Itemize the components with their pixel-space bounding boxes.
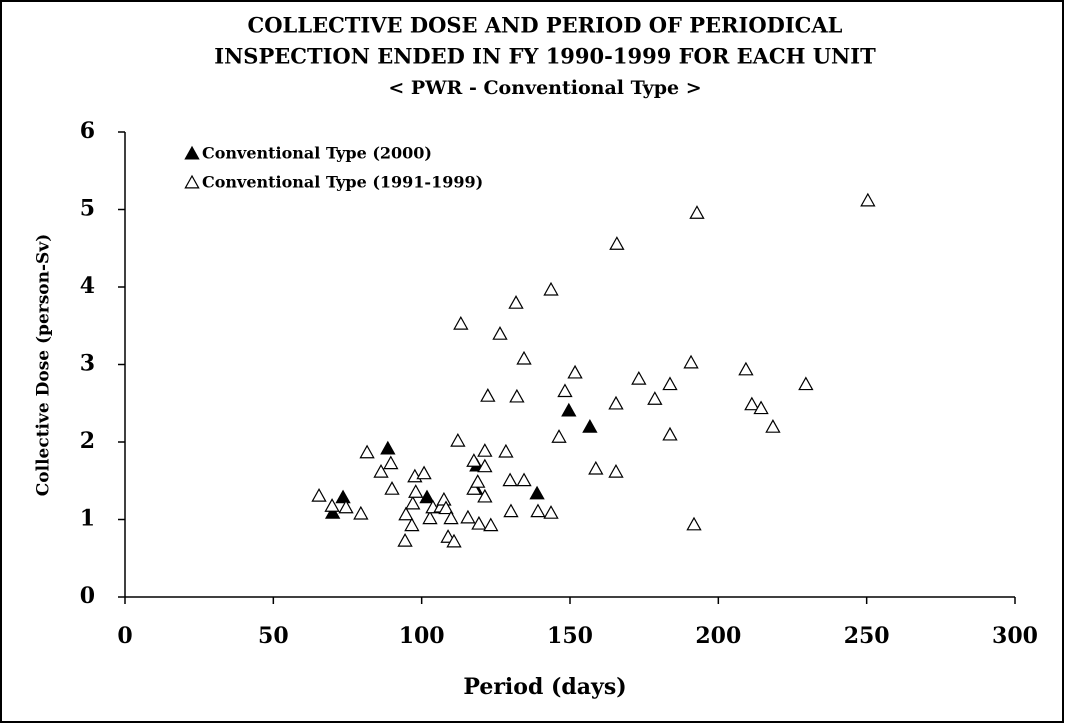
point (662, 426, 678, 441)
point (608, 463, 624, 478)
point (683, 354, 699, 369)
point (477, 488, 493, 503)
point (380, 440, 396, 455)
point (460, 509, 476, 524)
point (516, 350, 532, 365)
point (561, 402, 577, 417)
point (438, 500, 454, 515)
y-tick-label: 3 (80, 351, 95, 377)
point (359, 444, 375, 459)
point (744, 396, 760, 411)
point (483, 517, 499, 532)
legend-marker (184, 174, 200, 189)
point (477, 458, 493, 473)
point (557, 383, 573, 398)
y-tick-label: 1 (80, 506, 95, 532)
point (453, 315, 469, 330)
point (631, 370, 647, 385)
legend-marker (184, 145, 200, 160)
point (608, 395, 624, 410)
x-tick-label: 250 (844, 623, 890, 649)
point (338, 499, 354, 514)
point (860, 192, 876, 207)
point (466, 481, 482, 495)
point (551, 429, 567, 443)
y-tick-label: 2 (80, 428, 95, 454)
x-tick-label: 150 (547, 623, 593, 649)
point (738, 361, 754, 376)
point (530, 503, 546, 518)
point (324, 505, 341, 519)
point (443, 510, 459, 525)
point (567, 364, 583, 379)
y-tick-label: 5 (80, 196, 95, 222)
point (450, 432, 466, 447)
point (529, 485, 545, 500)
point (543, 281, 559, 296)
x-tick-label: 50 (258, 623, 289, 649)
point (477, 443, 493, 457)
point (480, 388, 496, 402)
point (798, 376, 814, 391)
point (408, 484, 424, 498)
y-tick-label: 4 (80, 273, 95, 299)
x-tick-label: 300 (992, 623, 1038, 649)
point (397, 532, 413, 547)
chart-title: COLLECTIVE DOSE AND PERIOD OF PERIODICAL (248, 13, 843, 38)
legend-label: Conventional Type (1991-1999) (202, 173, 483, 192)
point (498, 443, 514, 458)
point (689, 205, 705, 219)
point (404, 517, 420, 532)
point (647, 391, 663, 405)
point (384, 481, 400, 495)
point (446, 533, 462, 548)
point (502, 472, 518, 487)
point (419, 489, 435, 504)
point (398, 506, 414, 521)
point (609, 236, 625, 250)
point (373, 463, 389, 478)
point (662, 376, 678, 391)
y-axis-label: Collective Dose (person-Sv) (34, 234, 54, 497)
point (471, 515, 487, 530)
point (466, 453, 482, 467)
point (324, 498, 340, 512)
point (492, 326, 508, 340)
chart-subtitle: < PWR - Conventional Type > (388, 77, 701, 99)
x-tick-label: 200 (695, 623, 741, 649)
x-tick-label: 100 (399, 623, 445, 649)
point (509, 388, 525, 403)
point (582, 419, 598, 433)
x-tick-label: 0 (117, 623, 132, 649)
y-tick-label: 6 (80, 118, 95, 144)
legend-label: Conventional Type (2000) (202, 144, 432, 163)
point (383, 455, 399, 470)
point (335, 489, 351, 504)
point (686, 516, 702, 531)
point (405, 495, 421, 510)
point (543, 505, 559, 519)
point (470, 474, 486, 488)
point (588, 460, 604, 475)
y-tick-label: 0 (80, 583, 95, 609)
x-axis-label: Period (days) (463, 674, 626, 700)
point (416, 465, 432, 480)
point (753, 400, 769, 415)
point (503, 503, 519, 518)
point (311, 488, 327, 502)
point (422, 510, 438, 525)
point (516, 472, 532, 487)
point (765, 419, 781, 433)
chart-title: INSPECTION ENDED IN FY 1990-1999 FOR EAC… (214, 44, 876, 69)
point (353, 505, 369, 520)
point (508, 295, 524, 309)
